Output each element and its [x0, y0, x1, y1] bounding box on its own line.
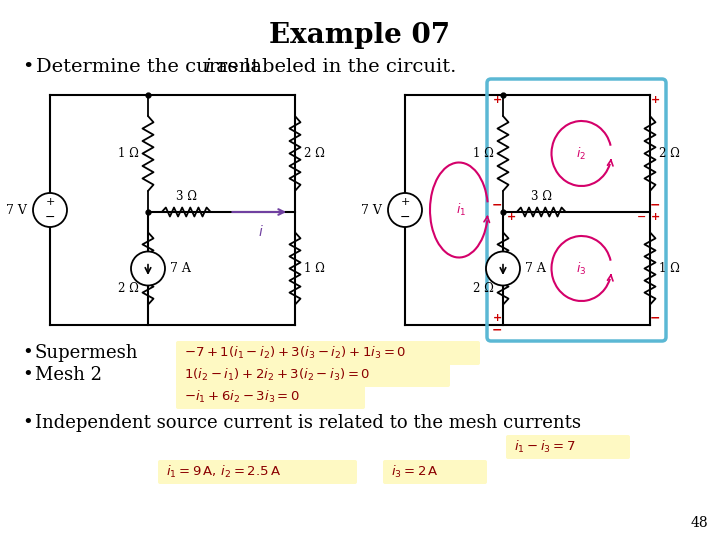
Text: +: + [492, 313, 502, 323]
Text: Example 07: Example 07 [269, 22, 451, 49]
Text: •: • [22, 366, 32, 384]
Text: +: + [650, 212, 660, 222]
Text: −: − [637, 212, 647, 222]
Circle shape [486, 252, 520, 286]
FancyBboxPatch shape [158, 460, 357, 484]
Text: $i_3 = 2\,\mathrm{A}$: $i_3 = 2\,\mathrm{A}$ [391, 464, 438, 480]
Text: +: + [492, 95, 502, 105]
Text: −: − [492, 199, 503, 212]
Circle shape [388, 193, 422, 227]
Text: −: − [492, 323, 503, 336]
Text: $i_1 = 9\,\mathrm{A},\,i_2 = 2.5\,\mathrm{A}$: $i_1 = 9\,\mathrm{A},\,i_2 = 2.5\,\mathr… [166, 464, 282, 480]
Text: 2 Ω: 2 Ω [473, 282, 494, 295]
FancyBboxPatch shape [176, 341, 480, 365]
Text: 1 Ω: 1 Ω [473, 147, 494, 160]
Text: Supermesh: Supermesh [35, 344, 138, 362]
FancyBboxPatch shape [383, 460, 487, 484]
Text: 48: 48 [690, 516, 708, 530]
Text: •: • [22, 344, 32, 362]
Text: −: − [400, 211, 410, 224]
FancyBboxPatch shape [176, 363, 450, 387]
Text: +: + [45, 197, 55, 207]
Text: 2 Ω: 2 Ω [304, 147, 325, 160]
Text: $i_1 - i_3 = 7$: $i_1 - i_3 = 7$ [514, 439, 576, 455]
Text: 1 Ω: 1 Ω [659, 262, 680, 275]
Text: 3 Ω: 3 Ω [176, 190, 197, 203]
FancyBboxPatch shape [176, 385, 365, 409]
Text: 7 V: 7 V [361, 204, 382, 217]
Circle shape [131, 252, 165, 286]
Text: $i_1$: $i_1$ [456, 202, 466, 218]
Text: Independent source current is related to the mesh currents: Independent source current is related to… [35, 414, 581, 432]
Text: $1(i_2 - i_1) + 2i_2 + 3(i_2 - i_3) = 0$: $1(i_2 - i_1) + 2i_2 + 3(i_2 - i_3) = 0$ [184, 367, 371, 383]
Text: 1 Ω: 1 Ω [304, 262, 325, 275]
Text: •: • [22, 414, 32, 432]
Text: •: • [22, 58, 33, 76]
Text: 2 Ω: 2 Ω [118, 282, 139, 295]
Text: 7 A: 7 A [525, 262, 546, 275]
Text: $-i_1 + 6i_2 - 3i_3 = 0$: $-i_1 + 6i_2 - 3i_3 = 0$ [184, 389, 300, 405]
Text: +: + [650, 95, 660, 105]
Text: 1 Ω: 1 Ω [118, 147, 139, 160]
Text: Determine the current: Determine the current [36, 58, 266, 76]
Circle shape [33, 193, 67, 227]
Text: i: i [204, 58, 210, 76]
Text: $i_3$: $i_3$ [576, 260, 587, 276]
Text: 2 Ω: 2 Ω [659, 147, 680, 160]
Text: −: − [45, 211, 55, 224]
FancyBboxPatch shape [506, 435, 630, 459]
Text: +: + [506, 212, 516, 222]
Text: $i$: $i$ [258, 224, 264, 239]
Text: 7 V: 7 V [6, 204, 27, 217]
Text: +: + [400, 197, 410, 207]
Text: −: − [649, 312, 660, 325]
Text: as labeled in the circuit.: as labeled in the circuit. [210, 58, 456, 76]
Text: Mesh 2: Mesh 2 [35, 366, 102, 384]
Text: 7 A: 7 A [170, 262, 191, 275]
Text: $-7 + 1(i_1 - i_2) + 3(i_3 - i_2) + 1i_3 = 0$: $-7 + 1(i_1 - i_2) + 3(i_3 - i_2) + 1i_3… [184, 345, 406, 361]
Text: −: − [649, 199, 660, 212]
Text: $i_2$: $i_2$ [577, 145, 587, 161]
Text: 3 Ω: 3 Ω [531, 190, 552, 203]
